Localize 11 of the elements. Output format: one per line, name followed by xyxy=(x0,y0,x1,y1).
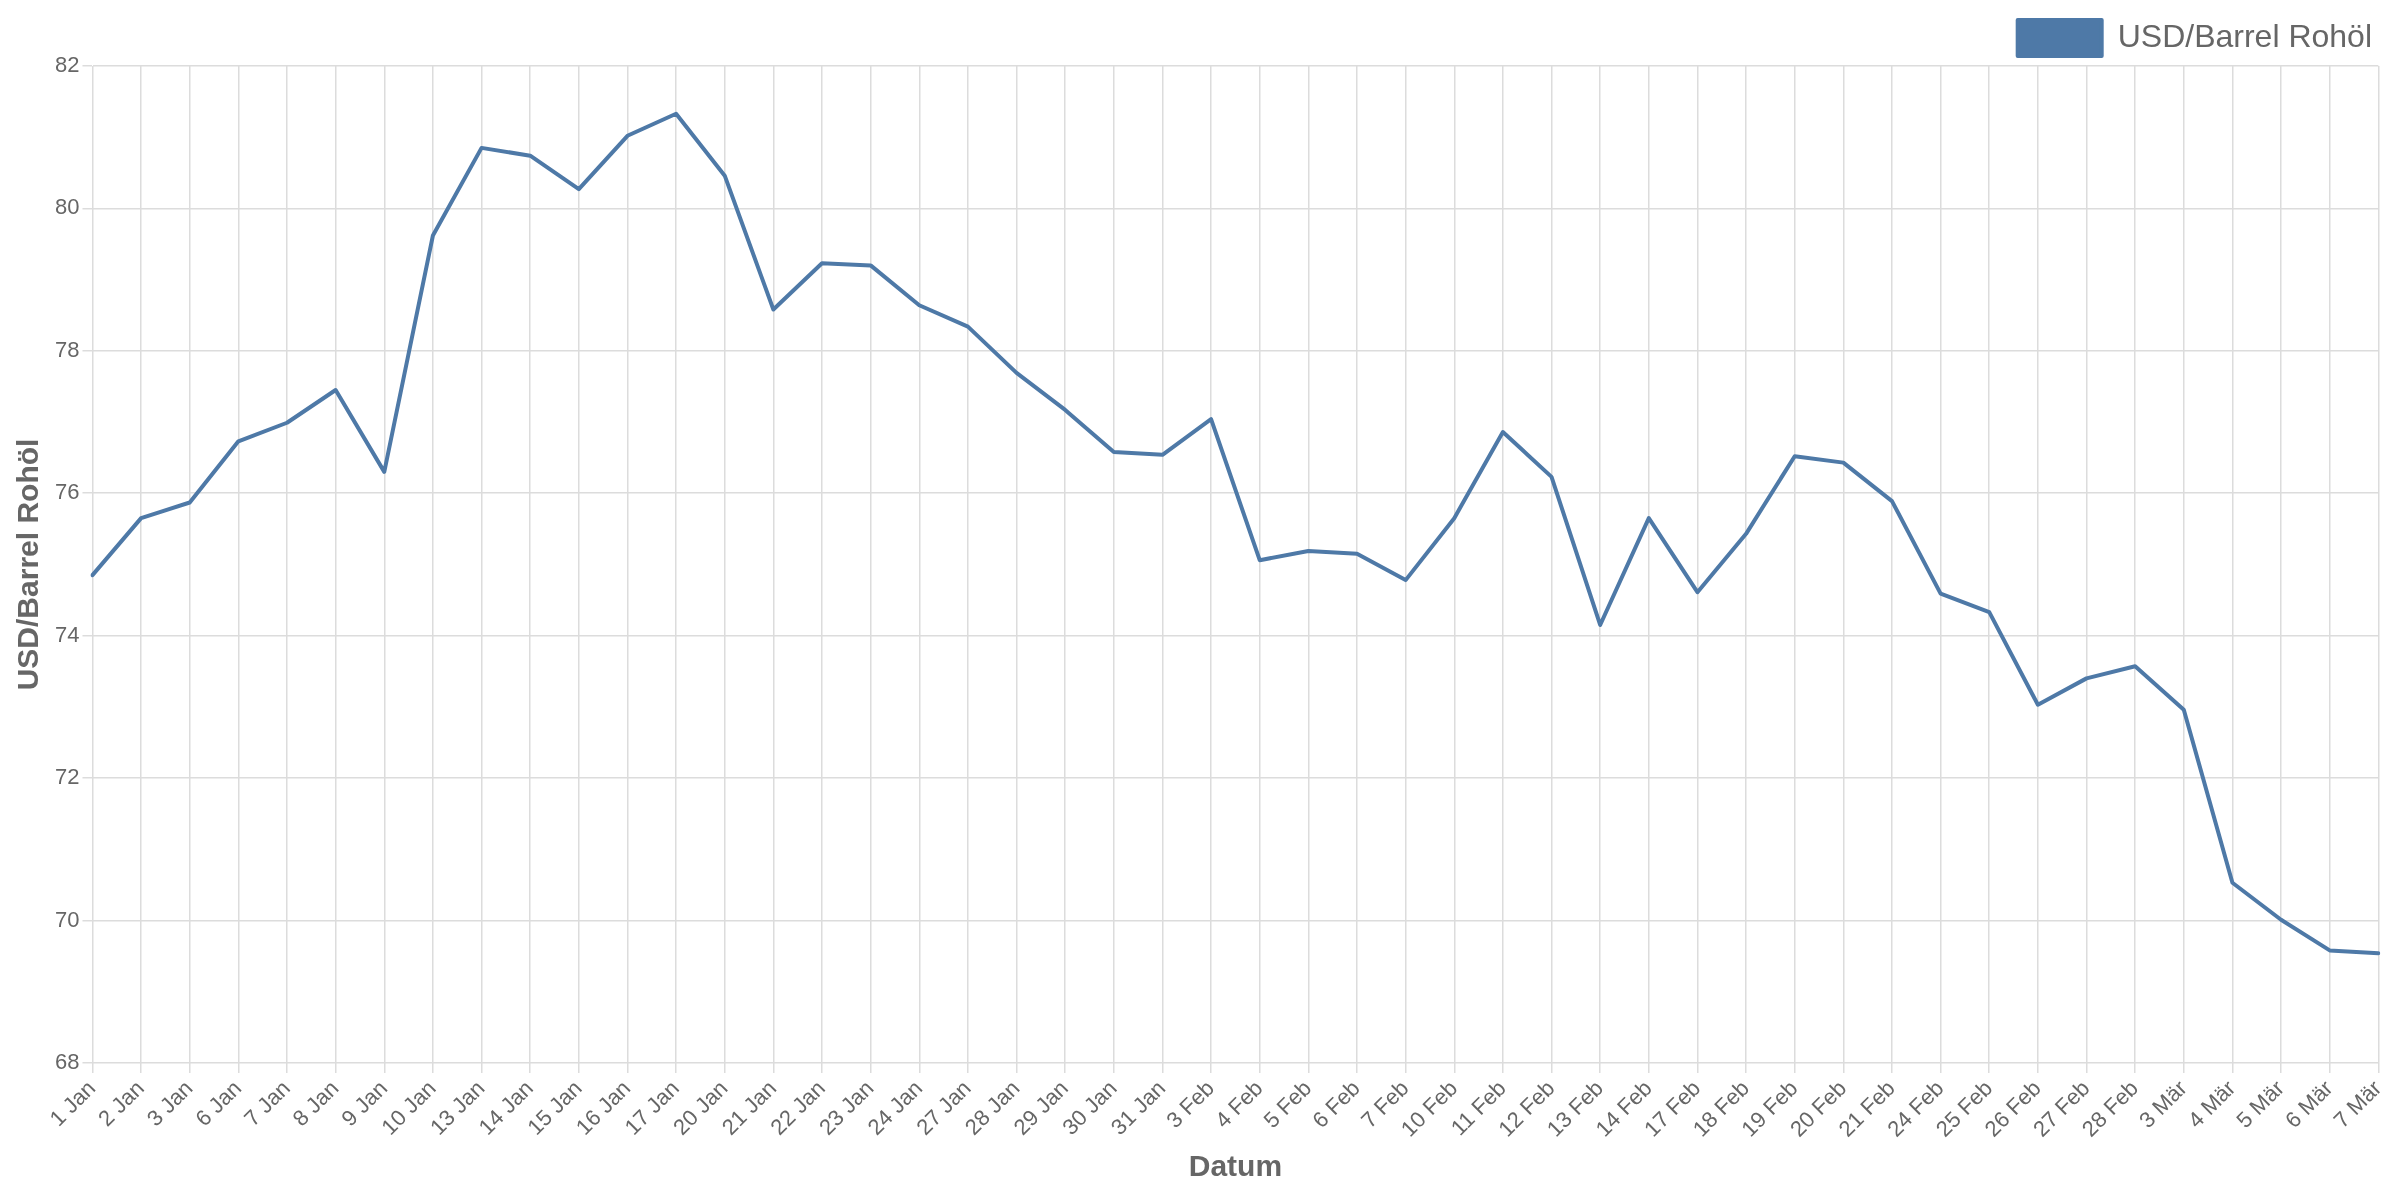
x-axis-title: Datum xyxy=(1188,1149,1283,1183)
y-tick-label: 80 xyxy=(54,194,80,220)
legend-label: USD/Barrel Rohöl xyxy=(2117,17,2372,54)
y-tick-label: 82 xyxy=(54,52,80,78)
y-tick-label: 74 xyxy=(54,621,80,647)
y-tick-label: 68 xyxy=(54,1048,80,1074)
y-tick-label: 76 xyxy=(54,479,80,505)
y-tick-label: 72 xyxy=(54,764,80,790)
y-axis-title: USD/Barrel Rohöl xyxy=(11,438,45,691)
y-tick-label: 78 xyxy=(54,336,80,362)
y-tick-label: 70 xyxy=(54,906,80,932)
